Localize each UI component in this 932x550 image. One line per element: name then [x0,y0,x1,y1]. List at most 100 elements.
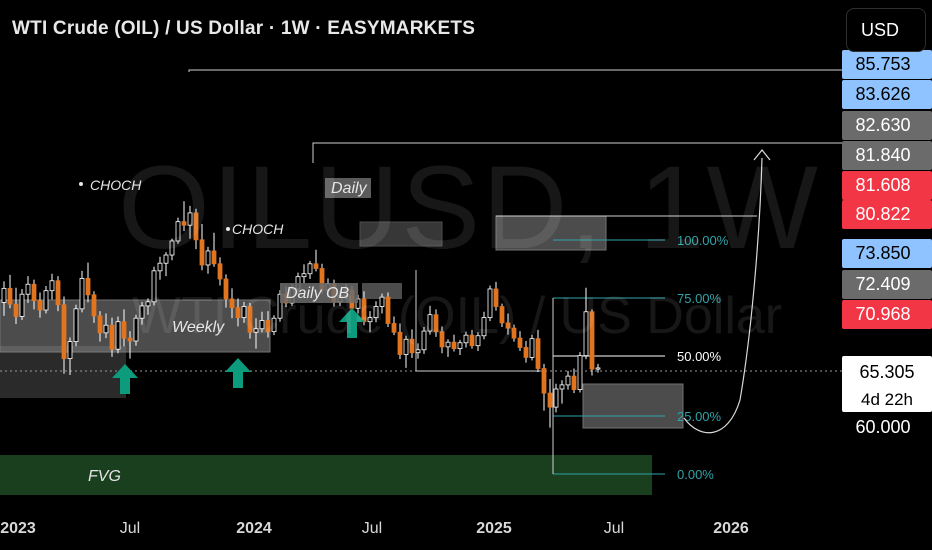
candle [547,379,553,428]
y-axis-label: 60.000 [855,417,910,437]
price-badge-text: 80.822 [855,204,910,224]
candle-body [523,347,529,358]
candle-body [271,317,277,333]
annotation-weekly: Weekly [172,319,225,336]
price-badge-text: 81.608 [855,175,910,195]
current-price-text: 65.305 [859,362,914,382]
candle [1,281,7,316]
candle-body [127,337,133,342]
daily-zone [359,221,443,247]
candle-body [169,240,175,256]
candle [439,326,445,354]
current-price-badge [842,356,932,412]
price-badge [842,200,932,229]
candle-body [73,308,79,343]
chart-title: WTI Crude (OIL) / US Dollar · 1W · EASYM… [12,18,476,39]
candle [217,257,223,286]
candle-body [499,306,505,324]
price-badge [842,111,932,140]
candle-body [583,311,589,357]
candle [559,380,565,404]
high-line [188,69,842,72]
candle [379,293,385,314]
annotation-daily: Daily [331,180,368,197]
x-axis-label: 2026 [713,520,749,537]
levels-layer: 100.00% 75.00% 50.00% 25.00% 0.00% [0,69,842,482]
candle-body [55,280,61,306]
candle [529,334,535,361]
candle-body [469,334,475,347]
currency-button[interactable]: USD [846,8,926,52]
price-badge-text: 83.626 [855,84,910,104]
price-badge [842,270,932,299]
candle-body [505,322,511,329]
candle-body [67,341,73,359]
candle [499,303,505,327]
candle [19,288,25,320]
candle-body [229,298,235,309]
candle [235,298,241,327]
candle [265,311,271,338]
candle [127,331,133,359]
candle [25,276,31,303]
candle-body [223,278,229,300]
candle [55,276,61,312]
x-axis-label: Jul [362,520,382,537]
price-badge [842,50,932,79]
candle-body [463,334,469,344]
candle-body [61,304,67,359]
candle-body [157,262,163,272]
candle [445,339,451,357]
candle [565,370,571,390]
candle-body [145,301,151,307]
candle [541,363,547,411]
candle [583,287,589,360]
candle-body [307,263,313,275]
price-badge-text: 70.968 [855,304,910,324]
up-arrow-icon [112,364,138,394]
annotation-box [325,178,371,198]
fib-label: 100.00% [677,233,729,248]
candle [49,273,55,300]
candle [385,292,391,327]
candle-body [265,320,271,333]
fib-label: 25.00% [677,409,722,424]
x-axis-label: Jul [120,520,140,537]
price-badge [842,239,932,268]
candle [145,298,151,315]
candle [367,311,373,333]
candle [259,311,265,333]
candle-body [301,273,307,278]
candle [193,208,199,250]
candle [475,332,481,351]
annotations-layer: CHOCH CHOCH Daily Daily OB Weekly FVG [79,149,771,485]
candle-body [25,283,31,295]
candle-body [385,296,391,324]
candle-body [241,306,247,319]
candle [67,337,73,375]
candle [511,324,517,342]
candle [163,252,169,277]
candle-body [115,321,121,350]
fib-label: 0.00% [677,467,714,482]
candle-body [391,323,397,333]
candle-body [511,327,517,339]
up-arrow-icon [225,358,251,388]
candle-body [1,287,7,303]
candle [451,334,457,352]
candle [463,331,469,348]
candle-body [379,296,385,307]
candle-body [517,337,523,348]
candle-body [361,298,367,323]
candle-body [547,392,553,408]
axis-layer: 2023 Jul 2024 Jul 2025 Jul 2026 85.753 83.626 82.… [0,50,932,537]
candle [97,311,103,342]
candle-body [487,288,493,319]
candle [7,274,13,309]
annotation-choch: CHOCH [90,177,142,193]
choch-marker [79,182,83,186]
candles-layer [1,201,601,428]
candle [253,318,259,349]
range-box [415,270,540,372]
